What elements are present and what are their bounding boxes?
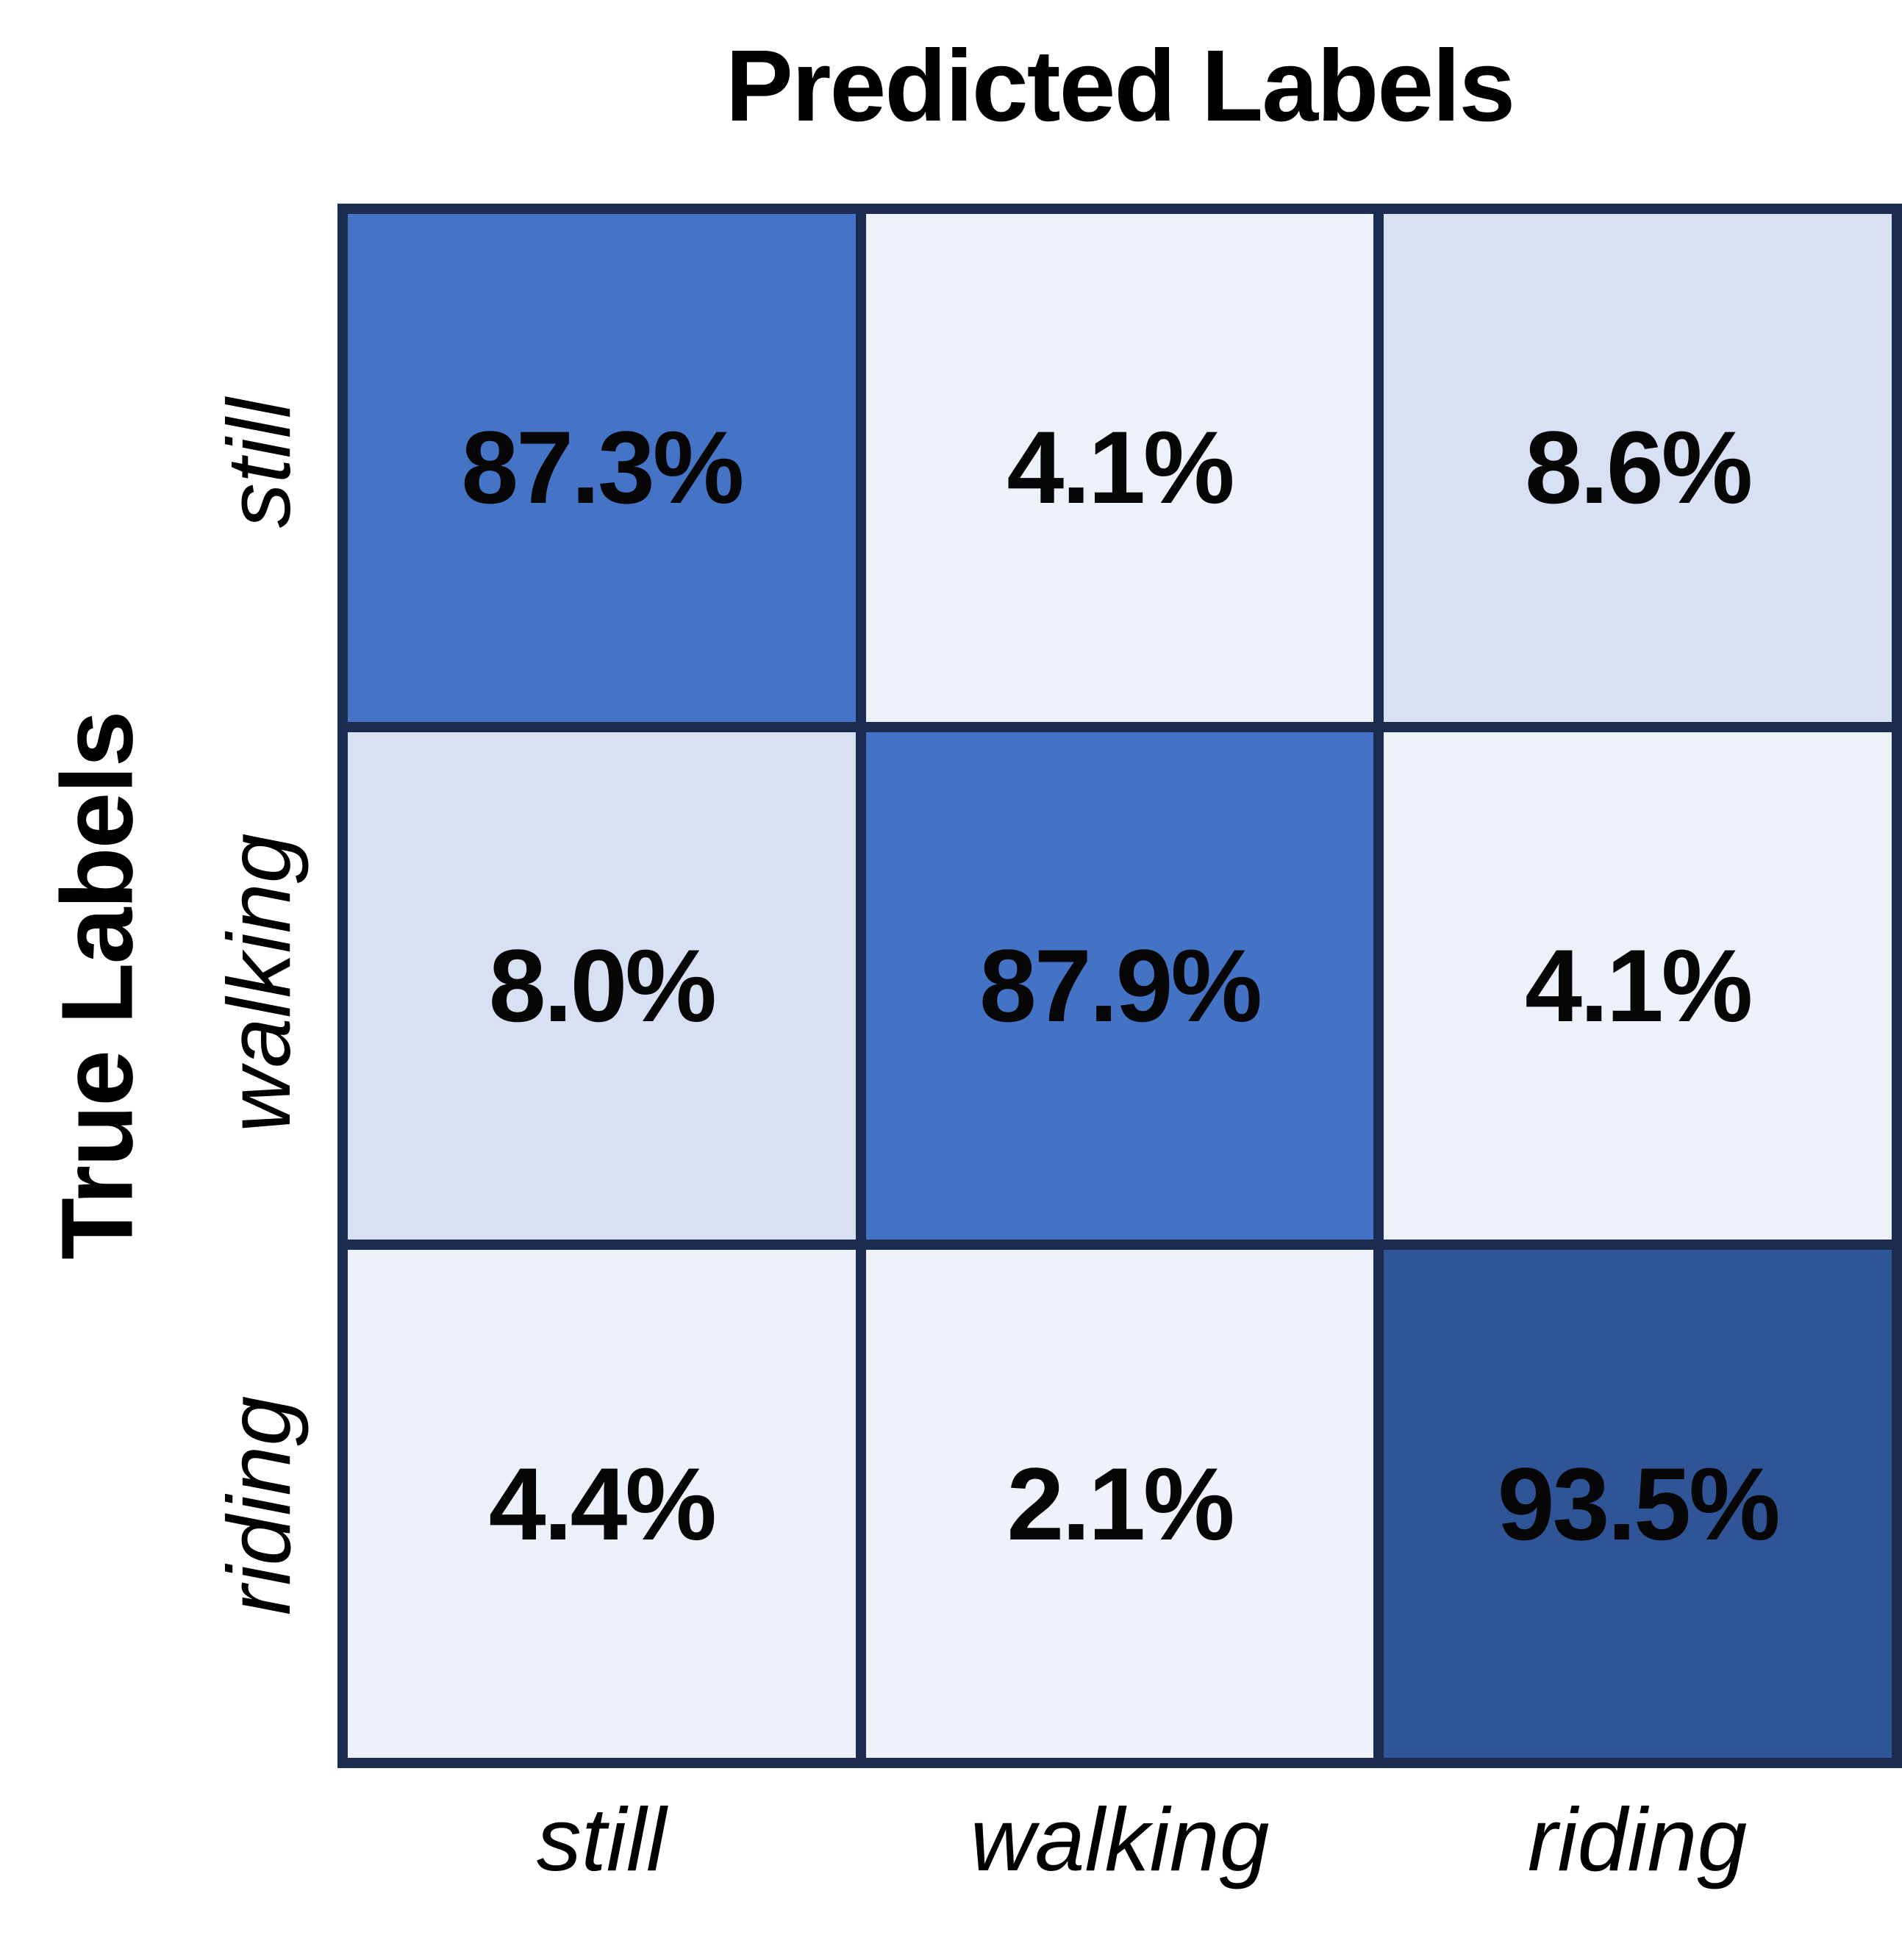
matrix-cell: 2.1% xyxy=(865,1250,1374,1758)
matrix-cell: 8.6% xyxy=(1384,214,1892,722)
y-axis-title: True Labels xyxy=(40,712,154,1260)
matrix-cell: 4.1% xyxy=(865,214,1374,722)
matrix-cell: 4.4% xyxy=(348,1250,856,1758)
matrix-cell: 87.9% xyxy=(865,732,1374,1240)
row-label-walking: walking xyxy=(209,833,309,1133)
x-axis-title: Predicted Labels xyxy=(725,29,1515,143)
row-label-still: still xyxy=(209,398,309,529)
matrix-cell: 8.0% xyxy=(348,732,856,1240)
matrix-cell: 87.3% xyxy=(348,214,856,722)
col-label-walking: walking xyxy=(970,1789,1270,1889)
matrix-cell: 4.1% xyxy=(1384,732,1892,1240)
matrix-grid: 87.3% 4.1% 8.6% 8.0% 87.9% 4.1% 4.4% 2.1… xyxy=(337,204,1902,1768)
row-label-riding: riding xyxy=(209,1395,309,1616)
matrix-cell: 93.5% xyxy=(1384,1250,1892,1758)
col-label-riding: riding xyxy=(1527,1789,1748,1889)
col-label-still: still xyxy=(536,1789,667,1889)
